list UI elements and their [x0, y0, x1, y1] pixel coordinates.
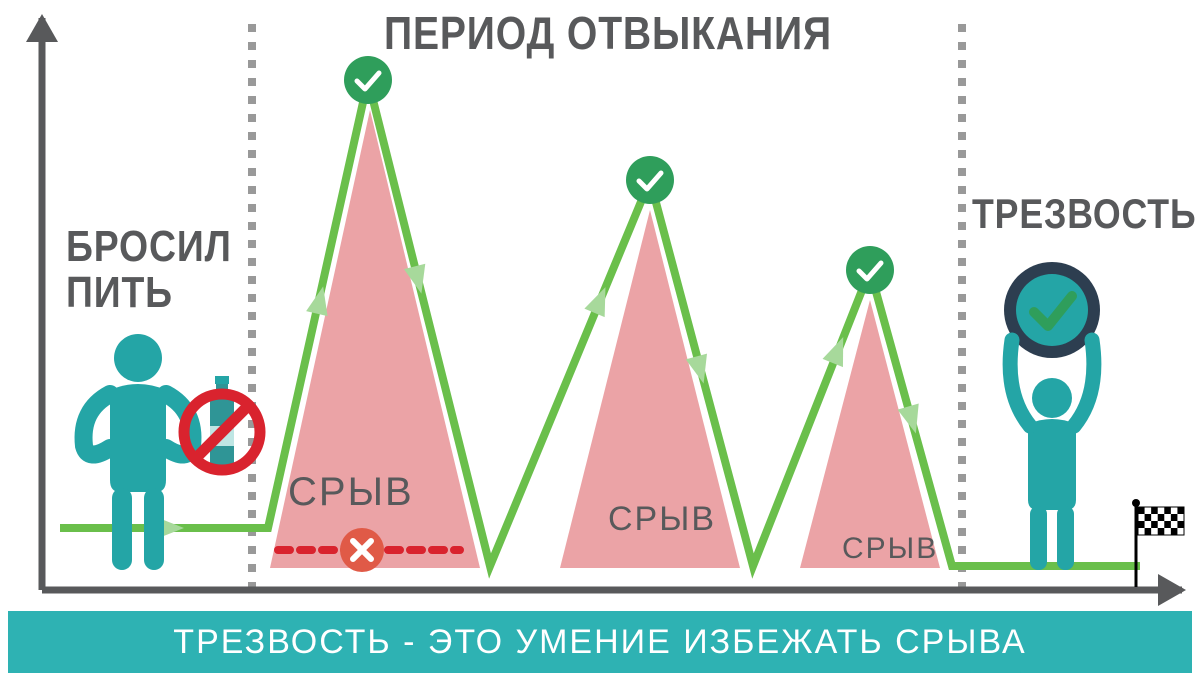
label-relapse-2: СРЫВ	[608, 500, 716, 539]
person-quit-icon	[84, 334, 193, 570]
relapse-x-badge	[340, 528, 384, 572]
label-relapse-3: СРЫВ	[842, 532, 938, 566]
peak-check-badge-1	[344, 56, 392, 104]
label-relapse-1: СРЫВ	[288, 470, 414, 515]
progress-arrow-4	[584, 283, 615, 317]
label-quit-line1: БРОСИЛ	[66, 222, 232, 272]
footer-banner: ТРЕЗВОСТЬ - ЭТО УМЕНИЕ ИЗБЕЖАТЬ СРЫВА	[8, 611, 1192, 673]
y-axis-arrow	[26, 14, 58, 42]
label-quit-line2: ПИТЬ	[66, 268, 173, 318]
peak-check-badge-3	[846, 246, 894, 294]
person-sober-icon	[1004, 262, 1100, 570]
finish-flag-icon	[1132, 499, 1185, 587]
title-weaning-period: ПЕРИОД ОТВЫКАНИЯ	[384, 6, 832, 60]
progress-arrow-6	[823, 333, 854, 367]
peak-check-badge-2	[626, 156, 674, 204]
footer-text: ТРЕЗВОСТЬ - ЭТО УМЕНИЕ ИЗБЕЖАТЬ СРЫВА	[173, 623, 1026, 662]
infographic-svg	[0, 0, 1200, 691]
label-sobriety: ТРЕЗВОСТЬ	[972, 190, 1196, 238]
x-axis-arrow	[1158, 574, 1186, 606]
